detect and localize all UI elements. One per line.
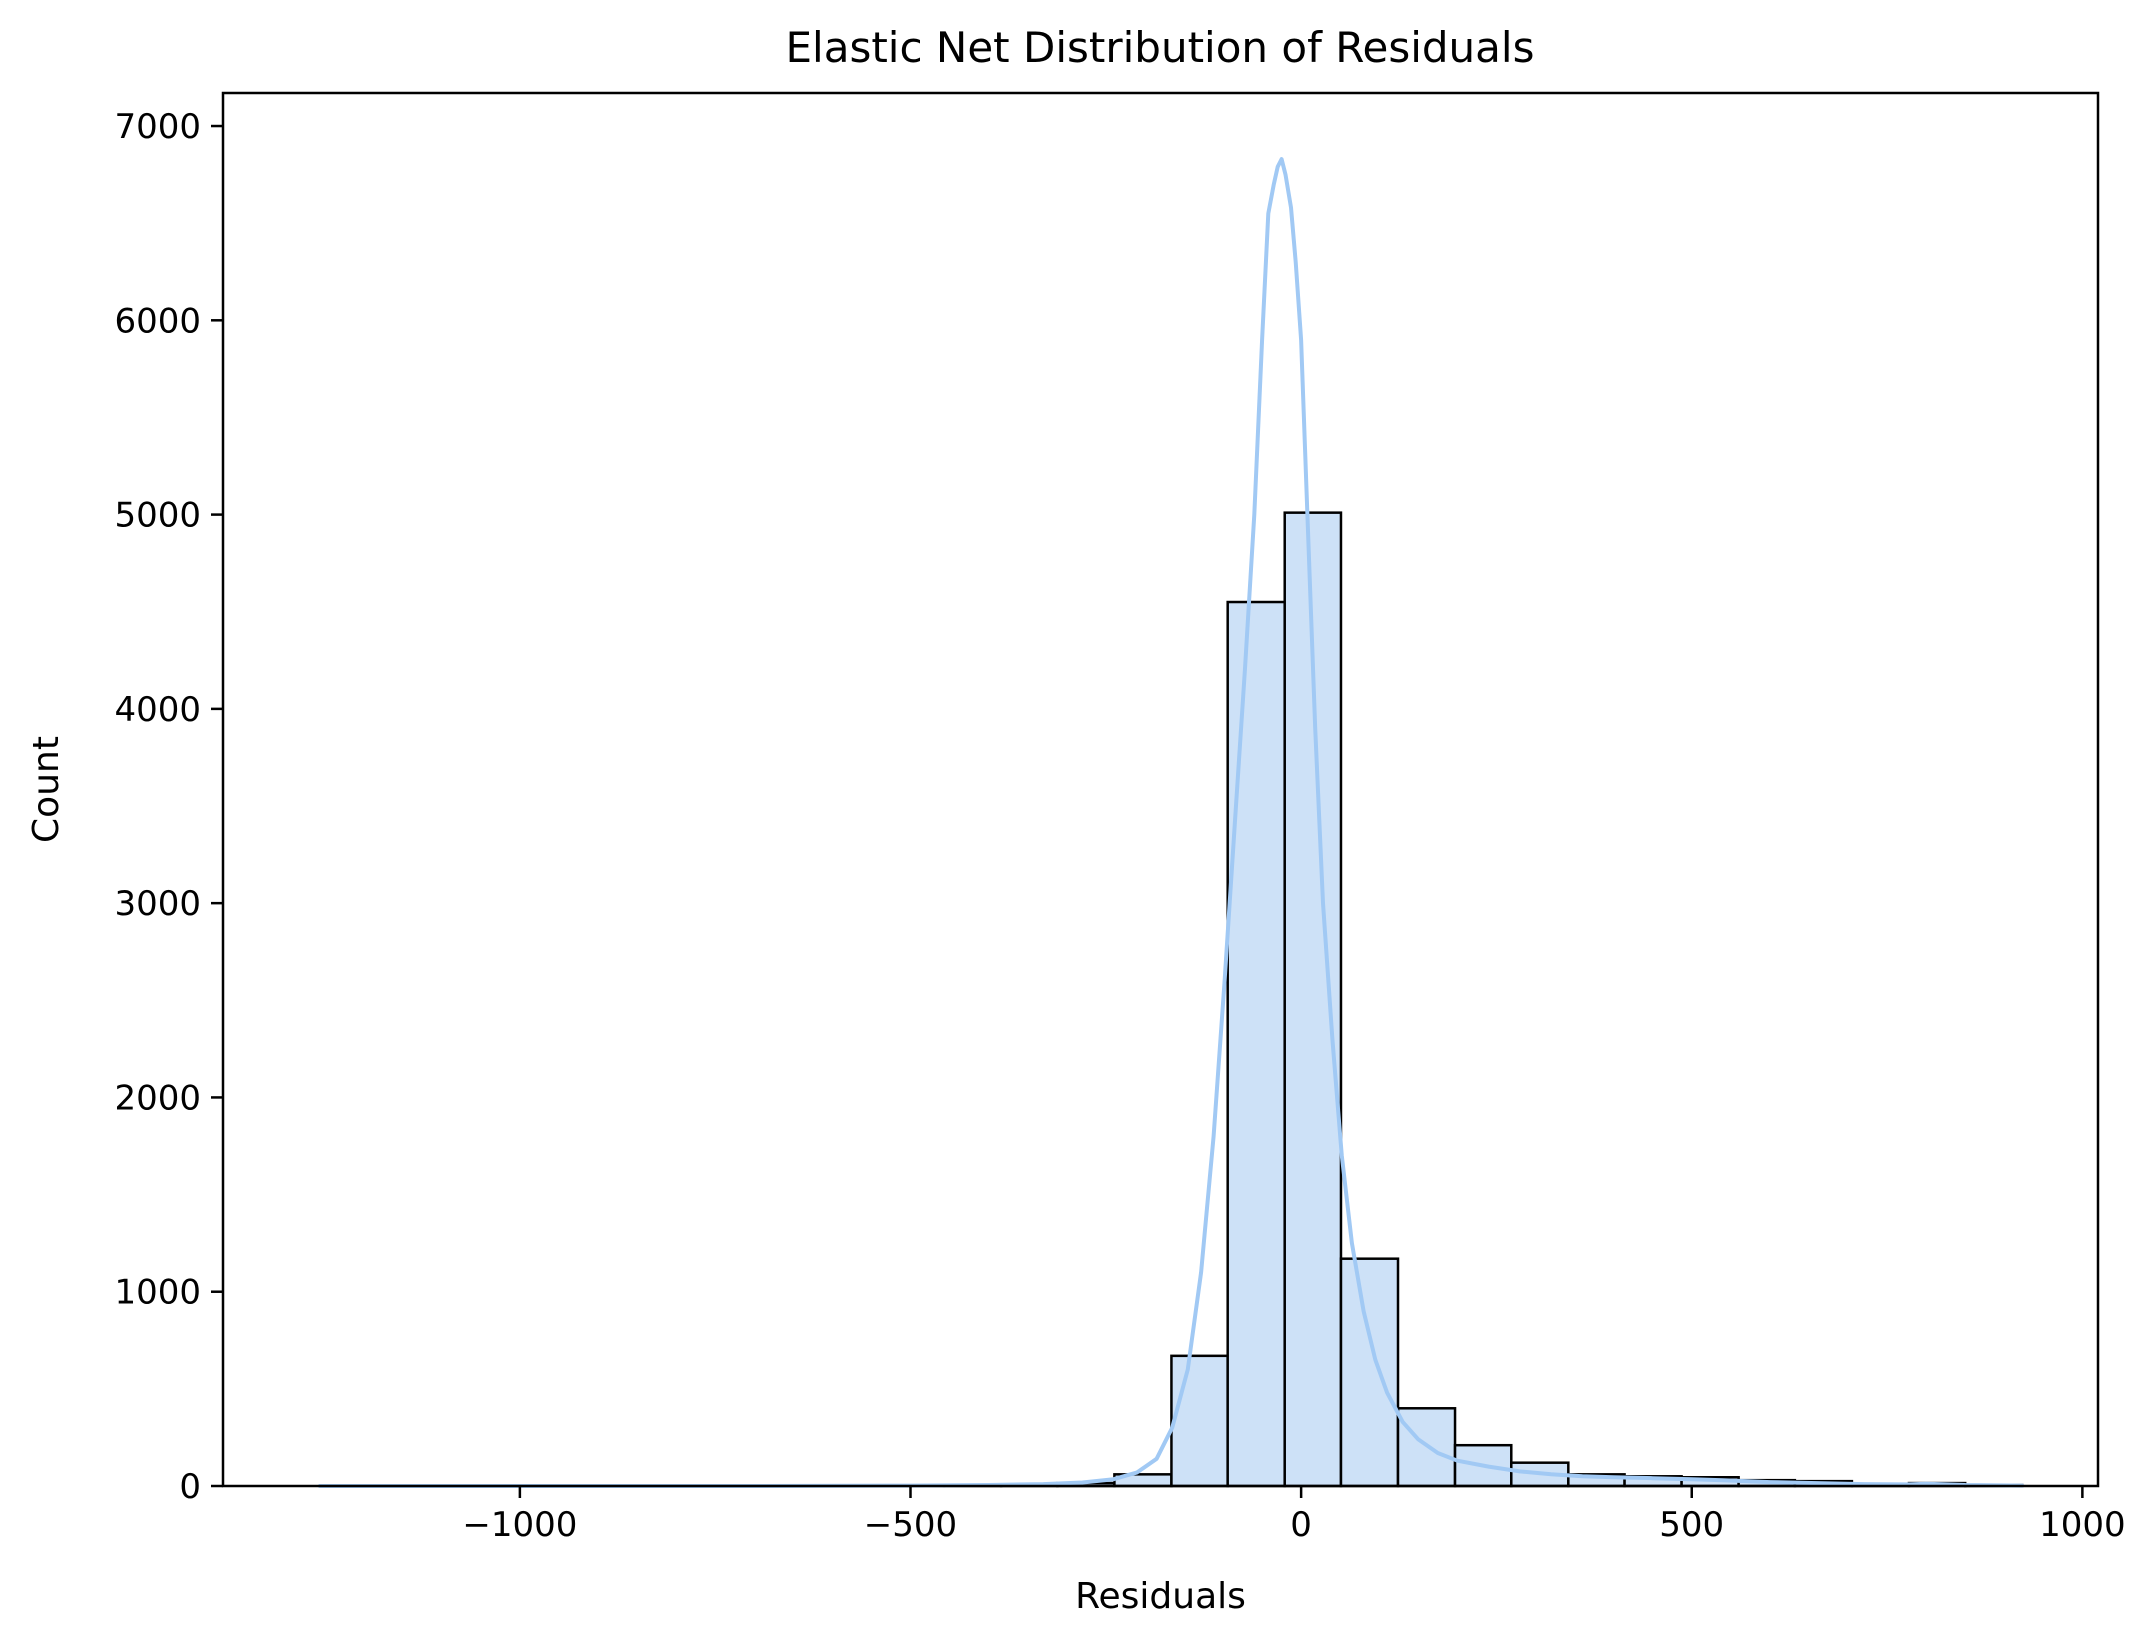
y-tick-label: 3000 xyxy=(114,884,201,924)
x-axis-label: Residuals xyxy=(1075,1576,1246,1617)
y-axis-label: Count xyxy=(26,736,67,843)
y-tick-label: 2000 xyxy=(114,1078,201,1118)
x-tick-label: −1000 xyxy=(462,1505,577,1545)
x-tick-label: −500 xyxy=(864,1505,957,1545)
x-tick-label: 0 xyxy=(1290,1505,1312,1545)
chart-title: Elastic Net Distribution of Residuals xyxy=(786,23,1535,72)
y-tick-label: 1000 xyxy=(114,1273,201,1313)
y-tick-label: 7000 xyxy=(114,107,201,147)
y-tick-label: 6000 xyxy=(114,301,201,341)
histogram-bar xyxy=(1171,1356,1227,1486)
histogram-bar xyxy=(1341,1259,1398,1486)
y-tick-label: 0 xyxy=(179,1467,201,1507)
y-tick-label: 4000 xyxy=(114,690,201,730)
y-tick-label: 5000 xyxy=(114,496,201,536)
x-tick-label: 500 xyxy=(1659,1505,1724,1545)
histogram-bar xyxy=(1228,602,1285,1486)
x-tick-label: 1000 xyxy=(2039,1505,2126,1545)
